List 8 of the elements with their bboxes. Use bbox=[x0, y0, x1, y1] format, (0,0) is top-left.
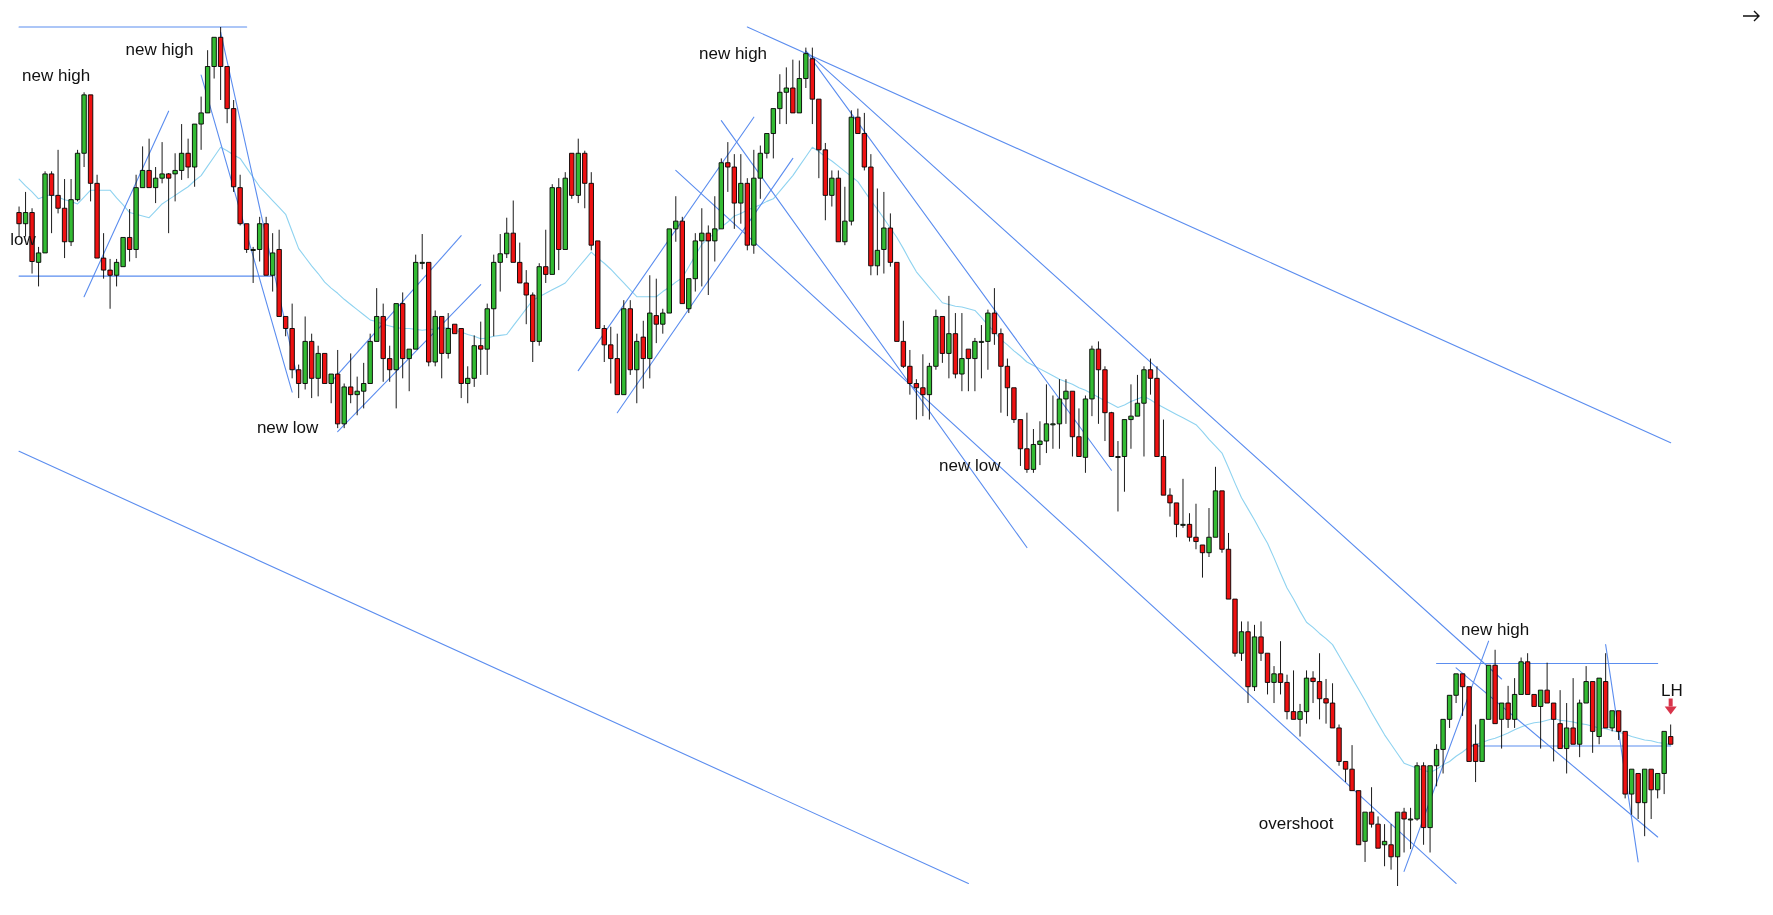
annotation: new high bbox=[125, 39, 194, 59]
annotation: new low bbox=[256, 417, 320, 437]
annotation: new high bbox=[1461, 620, 1530, 640]
annotation: new low bbox=[939, 456, 1002, 476]
annotation: new high bbox=[698, 43, 768, 63]
annotation: overshoot bbox=[1258, 814, 1334, 834]
annotation: LH bbox=[1661, 681, 1683, 701]
annotation: new high bbox=[22, 66, 91, 86]
